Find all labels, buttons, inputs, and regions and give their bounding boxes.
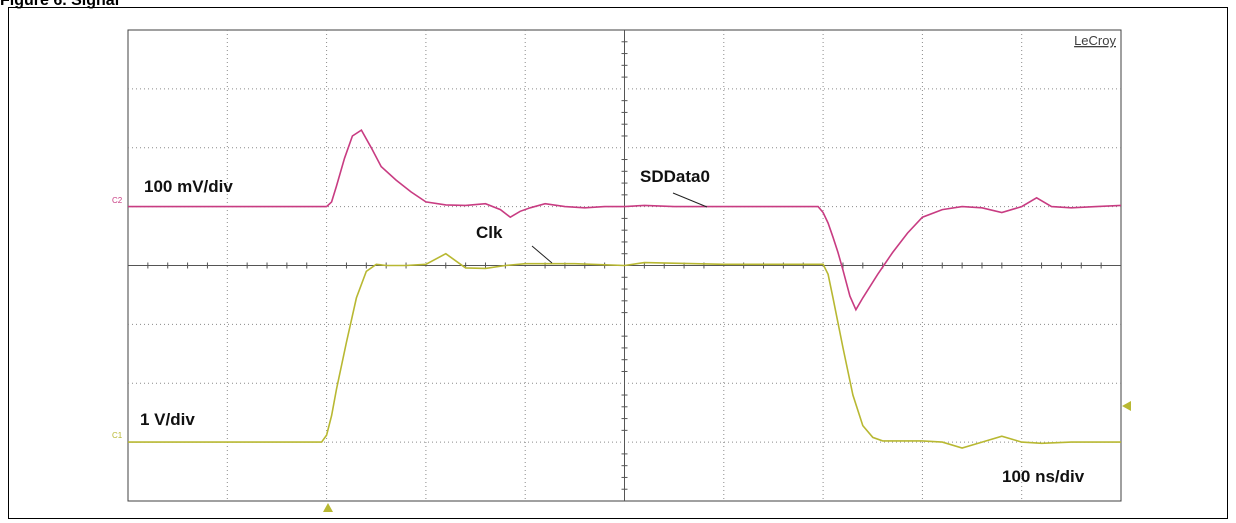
clk-trace <box>128 252 1121 449</box>
page-title: Figure 6. Signal <box>0 0 120 9</box>
ch2-scale-label: 100 mV/div <box>144 177 233 196</box>
clk-label: Clk <box>476 223 503 242</box>
sddata0-label: SDData0 <box>640 167 710 186</box>
timebase-label: 100 ns/div <box>1002 467 1085 486</box>
sddata0-leader-line <box>672 192 708 208</box>
scope-brand: LeCroy <box>1074 33 1116 48</box>
traces <box>128 128 1122 449</box>
clk-leader-line <box>531 245 553 264</box>
sddata0-trace <box>128 128 1122 312</box>
trigger-level-marker <box>1122 401 1131 411</box>
figure-frame <box>8 7 1228 519</box>
scope-labels: LeCroy C2 C1 100 mV/div 1 V/div 100 ns/d… <box>112 33 1131 512</box>
ch2-marker: C2 <box>112 196 123 205</box>
ch1-scale-label: 1 V/div <box>140 410 195 429</box>
ch1-marker: C1 <box>112 431 123 440</box>
trigger-position-marker <box>323 503 333 512</box>
